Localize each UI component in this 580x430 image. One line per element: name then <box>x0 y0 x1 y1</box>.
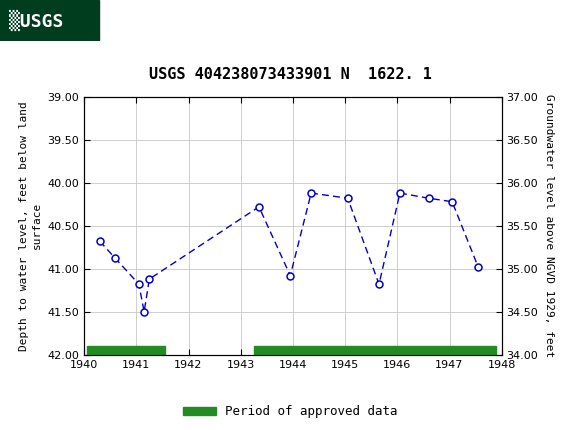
Text: USGS 404238073433901 N  1622. 1: USGS 404238073433901 N 1622. 1 <box>148 67 432 82</box>
Legend: Period of approved data: Period of approved data <box>178 400 402 422</box>
Bar <box>254 346 496 355</box>
Bar <box>0 0 99 41</box>
Y-axis label: Groundwater level above NGVD 1929, feet: Groundwater level above NGVD 1929, feet <box>544 94 554 357</box>
Bar <box>87 346 165 355</box>
Y-axis label: Depth to water level, feet below land
surface: Depth to water level, feet below land su… <box>19 101 42 350</box>
Text: ▒USGS: ▒USGS <box>9 10 63 31</box>
